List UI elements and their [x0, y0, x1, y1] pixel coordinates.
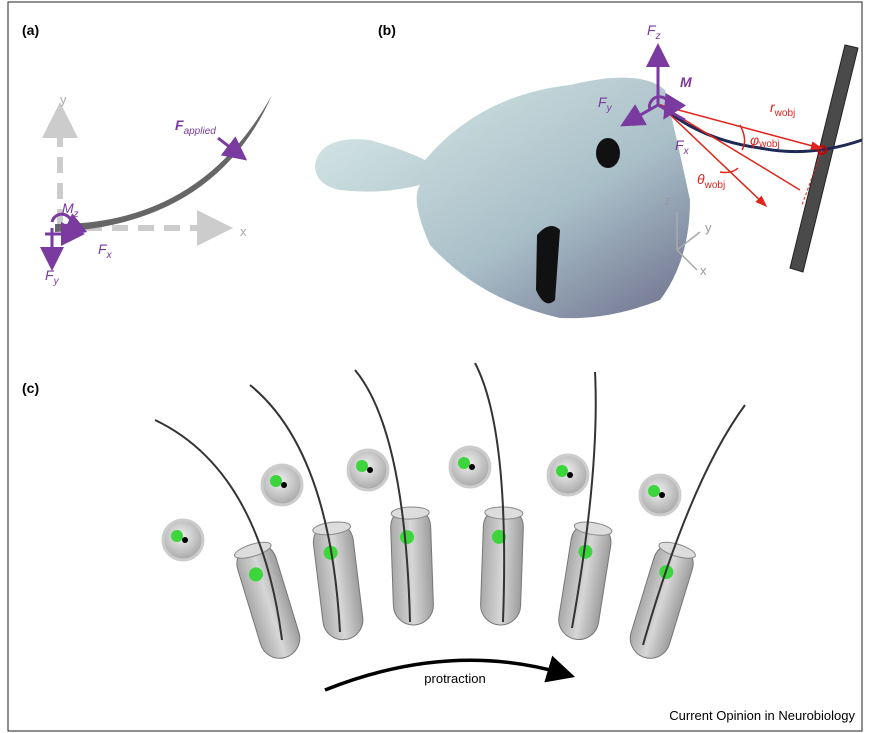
- sub: z: [73, 209, 79, 220]
- contact-dot: [458, 457, 470, 469]
- panel-label: (c): [22, 380, 39, 396]
- force-label: Fapplied: [175, 117, 216, 137]
- center-dot: [567, 472, 573, 478]
- tube: [556, 520, 614, 643]
- sub: x: [106, 250, 113, 261]
- sub: y: [606, 103, 613, 114]
- svg-text:Fx: Fx: [98, 241, 113, 261]
- axis-label: y: [60, 92, 67, 107]
- contact-dot: [648, 485, 660, 497]
- sub: applied: [184, 126, 217, 137]
- contact-dot: [171, 530, 183, 542]
- sub: wobj: [758, 139, 780, 150]
- credit: Current Opinion in Neurobiology: [669, 708, 855, 723]
- panel-a: (a) y x Fapplied Mz Fx Fy: [22, 22, 272, 287]
- arrow-label: protraction: [424, 671, 485, 686]
- contact-dot: [556, 465, 568, 477]
- panel-c: (c) protraction: [22, 363, 745, 690]
- axis-label: y: [705, 220, 712, 235]
- tube: [480, 506, 524, 625]
- contact-dot: [270, 475, 282, 487]
- svg-text:Fy: Fy: [45, 267, 60, 287]
- follicle: [480, 506, 524, 625]
- sub: z: [655, 31, 661, 42]
- rat-head: [315, 78, 690, 319]
- axis-label: z: [664, 193, 671, 208]
- panel-label: (b): [378, 22, 396, 38]
- follicle: [232, 539, 305, 664]
- sub: wobj: [704, 180, 726, 191]
- moment-label: M: [680, 74, 692, 90]
- follicle: [625, 539, 698, 664]
- pole: [790, 45, 858, 272]
- whisker: [55, 95, 272, 232]
- svg-text:Fz: Fz: [647, 22, 661, 42]
- center-dot: [659, 492, 665, 498]
- eye: [596, 138, 620, 168]
- sub: wobj: [774, 108, 796, 119]
- follicle: [311, 520, 365, 642]
- center-dot: [182, 537, 188, 543]
- tube: [311, 520, 365, 642]
- axis-label: x: [700, 263, 707, 278]
- frame: [8, 2, 862, 731]
- main: M: [62, 200, 74, 216]
- svg-text:φwobj: φwobj: [750, 132, 780, 150]
- svg-text:θwobj: θwobj: [697, 171, 725, 191]
- svg-text:rwobj: rwobj: [770, 99, 795, 119]
- sub: y: [53, 276, 60, 287]
- panel-b: (b) Fz M Fy Fx rwobj φwobj θwobj z y x: [315, 22, 862, 318]
- follicle: [556, 520, 614, 643]
- main: φ: [750, 132, 759, 148]
- contact-dot: [356, 460, 368, 472]
- axis-label: x: [240, 224, 247, 239]
- figure: (a) y x Fapplied Mz Fx Fy (b) Fz M Fy Fx…: [0, 0, 870, 733]
- center-dot: [367, 467, 373, 473]
- follicle: [390, 506, 434, 625]
- center-dot: [281, 482, 287, 488]
- center-dot: [469, 464, 475, 470]
- panel-label: (a): [22, 22, 39, 38]
- tube: [390, 506, 434, 625]
- sub: x: [683, 146, 690, 157]
